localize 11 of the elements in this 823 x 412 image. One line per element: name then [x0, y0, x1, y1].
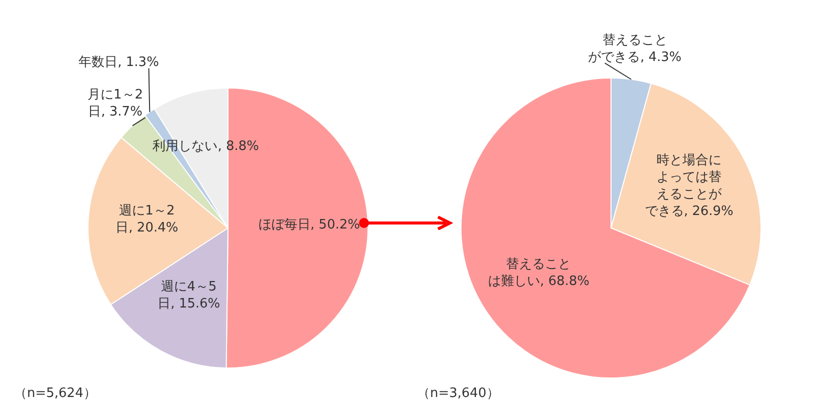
- slice-label: 週に1～2日, 20.4%: [116, 203, 178, 236]
- text: （n=5,624）: [14, 385, 96, 402]
- slice-label: 年数日, 1.3%: [78, 55, 159, 70]
- slice-label: 月に1～2日, 3.7%: [88, 88, 144, 120]
- slice-label: 利用しない, 8.8%: [152, 138, 259, 154]
- slice-label: 時と場合によっては替えることができる, 26.9%: [644, 153, 734, 220]
- text: （n=3,640）: [417, 385, 500, 402]
- slice-label: ほぼ毎日, 50.2%: [258, 218, 360, 233]
- slice-label: 替えることは難しい, 68.8%: [488, 256, 590, 289]
- slice-label: 替えることができる, 4.3%: [588, 33, 682, 66]
- slice-label: 週に4～5日, 15.6%: [158, 280, 220, 312]
